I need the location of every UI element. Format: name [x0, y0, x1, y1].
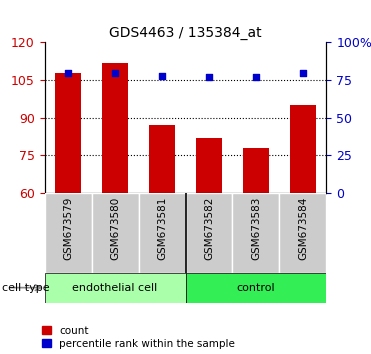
Text: GSM673582: GSM673582 — [204, 197, 214, 260]
Bar — [290, 105, 316, 193]
Bar — [92, 193, 138, 273]
Text: GSM673580: GSM673580 — [110, 197, 120, 260]
Text: GSM673579: GSM673579 — [63, 197, 73, 260]
Point — [300, 70, 306, 75]
Text: control: control — [237, 282, 275, 293]
Text: cell type: cell type — [2, 282, 49, 293]
Bar — [45, 273, 186, 303]
Bar — [243, 148, 269, 193]
Bar — [186, 193, 233, 273]
Bar — [55, 73, 81, 193]
Text: GSM673583: GSM673583 — [251, 197, 261, 260]
Bar — [102, 63, 128, 193]
Bar — [149, 125, 175, 193]
Text: GSM673581: GSM673581 — [157, 197, 167, 260]
Point — [65, 70, 71, 75]
Point — [112, 70, 118, 75]
Point — [159, 73, 165, 79]
Bar — [196, 138, 222, 193]
Bar — [138, 193, 186, 273]
Bar — [45, 193, 92, 273]
Title: GDS4463 / 135384_at: GDS4463 / 135384_at — [109, 26, 262, 40]
Text: GSM673584: GSM673584 — [298, 197, 308, 260]
Bar — [279, 193, 326, 273]
Text: endothelial cell: endothelial cell — [72, 282, 158, 293]
Bar — [186, 273, 326, 303]
Legend: count, percentile rank within the sample: count, percentile rank within the sample — [42, 326, 235, 349]
Bar — [233, 193, 279, 273]
Point — [253, 74, 259, 80]
Point — [206, 74, 212, 80]
